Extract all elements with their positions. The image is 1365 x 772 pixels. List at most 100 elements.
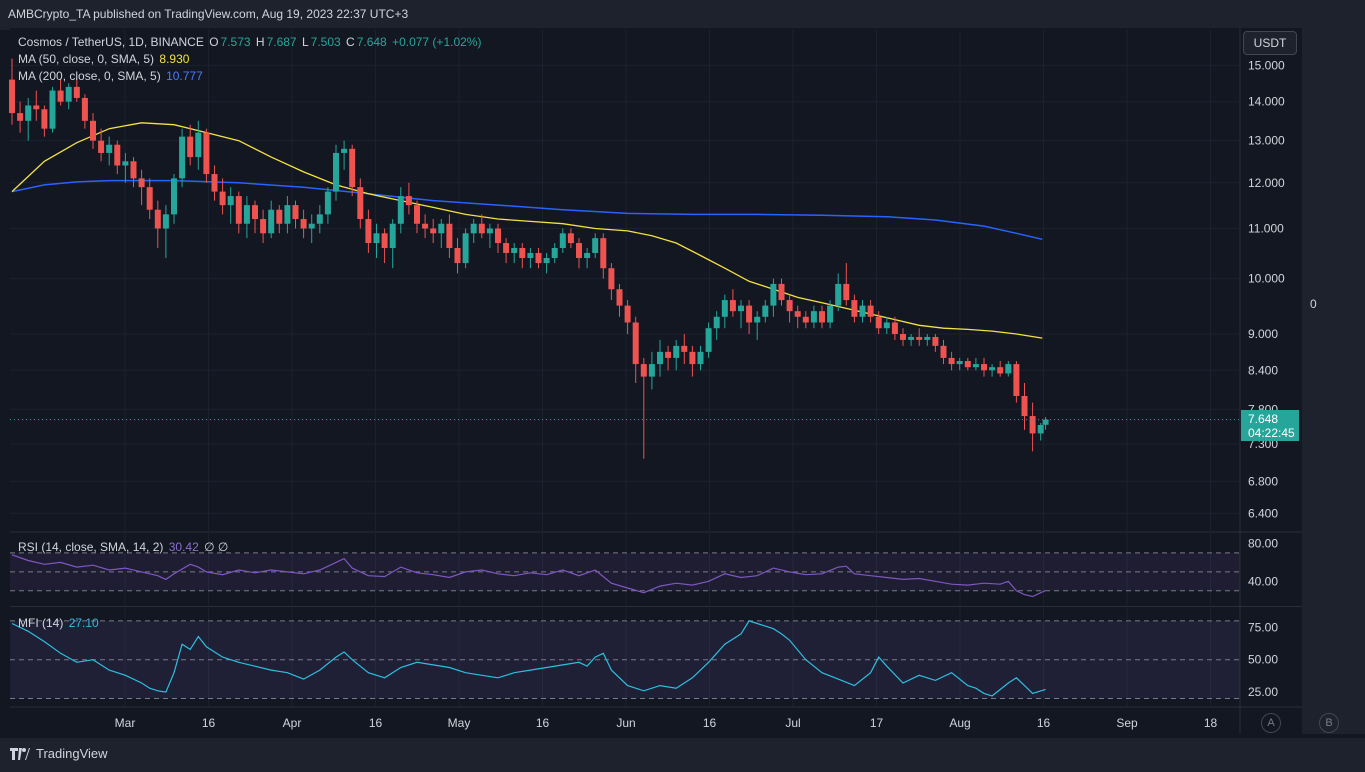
candle-body xyxy=(981,364,987,371)
candle-body xyxy=(292,205,299,220)
price-tick-label: 9.000 xyxy=(1248,327,1278,341)
symbol-line: Cosmos / TetherUS, 1D, BINANCE xyxy=(18,35,204,49)
candle-body xyxy=(802,316,809,323)
candle-body xyxy=(243,205,250,224)
candle-body xyxy=(130,161,137,179)
candle-body xyxy=(276,209,283,224)
candle-body xyxy=(956,361,963,365)
top-bar xyxy=(0,0,1365,30)
bar-countdown: 04:22:45 xyxy=(1248,426,1295,440)
candle-body xyxy=(146,187,153,210)
mfi-tick-label: 75.00 xyxy=(1248,620,1278,634)
candle-body xyxy=(162,214,169,229)
candle-body xyxy=(430,228,437,234)
ma50-label: MA (50, close, 0, SMA, 5) xyxy=(18,52,155,66)
chart-frame[interactable] xyxy=(10,28,1240,734)
high-label: H xyxy=(255,35,265,49)
ma50-line xyxy=(11,122,1043,339)
price-tick-label: 11.000 xyxy=(1248,222,1284,236)
x-tick-label: Apr xyxy=(283,716,302,730)
candle-body xyxy=(640,364,647,377)
change-value: +0.077 (+1.02%) xyxy=(392,35,482,49)
candle-body xyxy=(924,336,931,340)
candle-body xyxy=(559,233,566,248)
candle-body xyxy=(73,86,80,98)
candle-body xyxy=(179,136,186,179)
candle-body xyxy=(972,364,979,368)
x-tick-label: 16 xyxy=(1037,716,1051,730)
candle-body xyxy=(138,178,145,188)
candle-body xyxy=(154,209,161,229)
candle-body xyxy=(527,252,534,259)
candle-body xyxy=(25,105,32,121)
candle-body xyxy=(381,233,388,248)
candle-body xyxy=(770,283,777,306)
candle-body xyxy=(891,322,898,335)
candle-body xyxy=(203,132,210,175)
candle-body xyxy=(211,174,218,192)
brand-logo[interactable]: TradingView xyxy=(10,746,108,761)
close-label: C xyxy=(346,35,355,49)
x-tick-label: Jul xyxy=(785,716,800,730)
candle-body xyxy=(657,351,663,365)
candle-body xyxy=(819,311,825,323)
candle-body xyxy=(81,97,88,121)
last-price: 7.648 xyxy=(1248,412,1279,426)
x-tick-label: 16 xyxy=(703,716,717,730)
brand-name: TradingView xyxy=(36,746,108,761)
candle-body xyxy=(900,334,906,340)
candle-body xyxy=(616,289,623,306)
side-panel xyxy=(1302,28,1365,734)
rsi-label: RSI (14, close, SMA, 14, 2) xyxy=(18,540,164,554)
candle-body xyxy=(98,140,105,153)
candle-body xyxy=(397,196,404,224)
candle-body xyxy=(778,283,785,301)
candle-body xyxy=(584,252,591,259)
candle-body xyxy=(357,187,364,220)
candle-body xyxy=(486,228,493,234)
high-value: 7.687 xyxy=(266,35,297,49)
candle-body xyxy=(65,86,72,102)
candle-body xyxy=(227,196,234,206)
rsi-line xyxy=(11,554,1046,598)
log-scale-button[interactable]: B xyxy=(1319,713,1339,733)
candle-body xyxy=(57,90,64,102)
candle-body xyxy=(252,205,258,220)
price-tick-label: 8.400 xyxy=(1248,363,1278,377)
candle-body xyxy=(592,238,599,253)
candle-body xyxy=(17,113,24,121)
candle-body xyxy=(535,252,542,264)
candle-body xyxy=(122,161,129,166)
price-tick-label: 12.000 xyxy=(1248,176,1285,190)
candle-body xyxy=(333,152,339,192)
mfi-tick-label: 50.00 xyxy=(1248,653,1278,667)
currency-button[interactable]: USDT xyxy=(1243,31,1297,55)
mfi-line xyxy=(11,620,1046,697)
x-tick-label: Aug xyxy=(949,716,970,730)
tradingview-logo-icon xyxy=(10,747,30,760)
candle-body xyxy=(1037,425,1044,434)
candle-body xyxy=(908,336,915,340)
x-tick-label: 16 xyxy=(202,716,216,730)
price-tick-label: 15.000 xyxy=(1248,58,1285,72)
candle-body xyxy=(495,228,501,244)
ma200-legend: MA (200, close, 0, SMA, 5) 10.777 xyxy=(18,69,205,83)
candle-body xyxy=(883,322,890,329)
candle-body xyxy=(373,233,380,244)
candle-body xyxy=(827,305,834,323)
low-value: 7.503 xyxy=(310,35,341,49)
candle-body xyxy=(576,243,582,259)
ma50-value: 8.930 xyxy=(159,52,190,66)
auto-scale-button[interactable]: A xyxy=(1261,713,1281,733)
candle-body xyxy=(713,316,720,329)
candle-body xyxy=(341,148,348,153)
candle-body xyxy=(721,300,728,317)
candle-body xyxy=(851,300,858,317)
candle-body xyxy=(260,219,267,234)
price-axis[interactable] xyxy=(1240,28,1302,734)
side-zero: 0 xyxy=(1310,297,1317,311)
candle-body xyxy=(810,311,817,323)
candle-body xyxy=(33,105,40,110)
